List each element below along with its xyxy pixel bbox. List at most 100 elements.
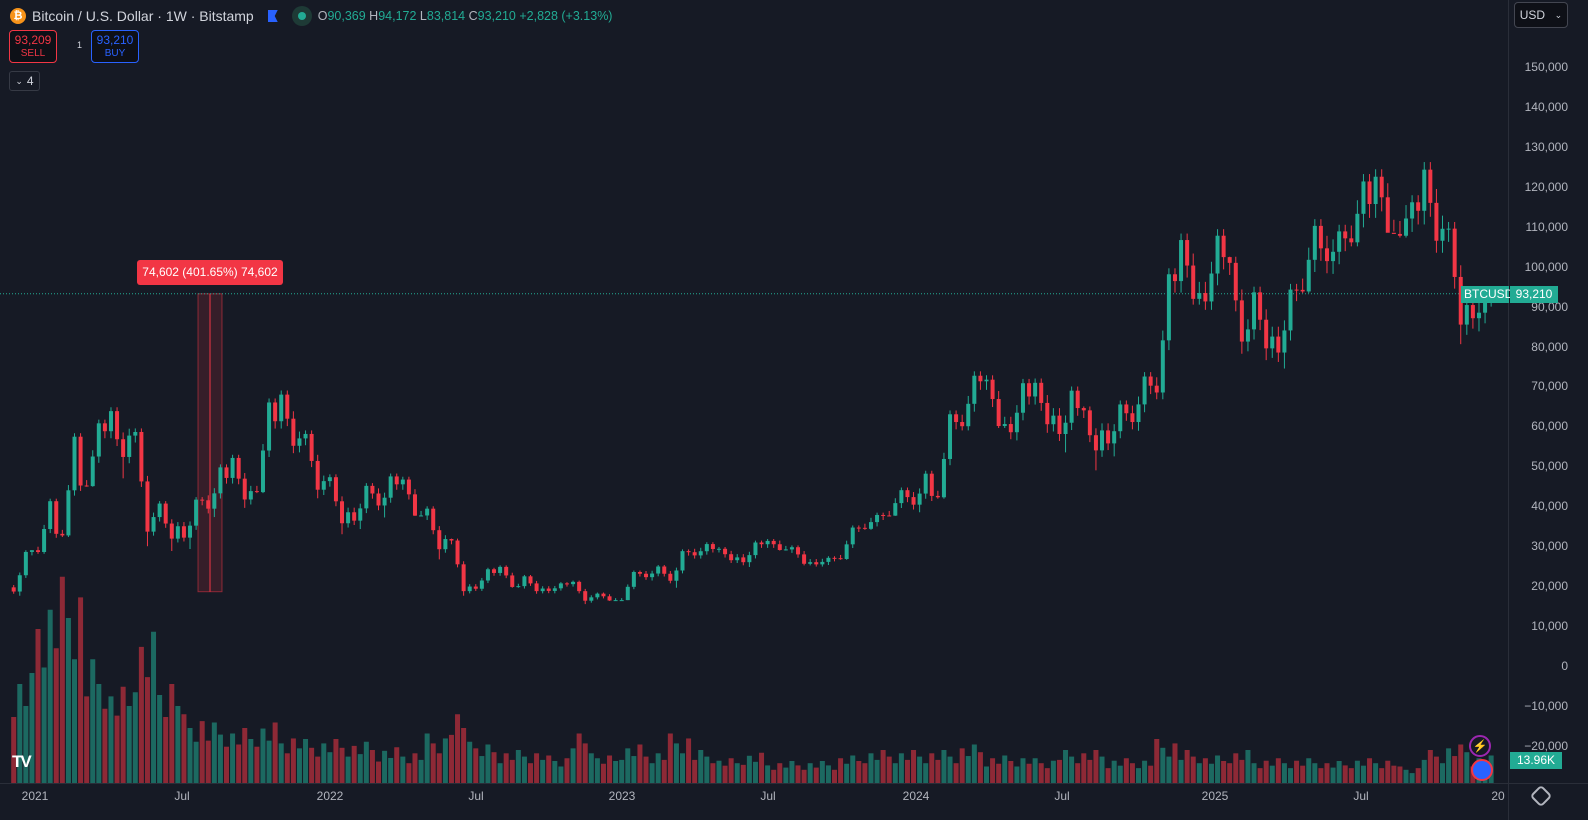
volume-bar: [290, 738, 296, 783]
candle-body: [1385, 197, 1390, 233]
volume-bar: [1348, 768, 1354, 783]
candle-body: [826, 557, 831, 562]
volume-bar: [1075, 763, 1081, 783]
volume-bar: [1002, 755, 1008, 783]
time-tick: Jul: [760, 789, 776, 803]
flag-icon[interactable]: [267, 10, 278, 22]
candle-body: [881, 514, 886, 516]
candle-body: [1118, 404, 1123, 432]
candle-body: [540, 588, 545, 592]
candle-body: [978, 375, 983, 382]
candle-body: [1033, 382, 1038, 397]
volume-bar: [1190, 756, 1196, 783]
candle-body: [783, 549, 788, 551]
candle-body: [443, 539, 448, 550]
volume-bar: [1409, 773, 1415, 783]
candle-body: [1130, 413, 1135, 423]
price-tick: 60,000: [1531, 419, 1568, 434]
price-tick: 0: [1561, 658, 1568, 673]
price-chart[interactable]: [0, 0, 1508, 783]
volume-bar: [96, 684, 102, 783]
volume-bar: [1038, 763, 1044, 783]
volume-bar: [126, 706, 132, 783]
indicators-toggle[interactable]: ⌄ 4: [9, 71, 40, 91]
candle-body: [893, 503, 898, 516]
volume-bar: [357, 754, 363, 783]
volume-bar: [181, 714, 187, 783]
candle-body: [364, 485, 369, 509]
candle-body: [1142, 376, 1147, 405]
us-flag-events-icon[interactable]: [1471, 759, 1493, 781]
price-tick: 40,000: [1531, 499, 1568, 514]
price-axis[interactable]: 150,000 140,000 130,000 120,000 110,000 100,0…: [1508, 0, 1588, 820]
candle-body: [601, 593, 606, 597]
volume-bar: [947, 756, 953, 783]
price-tick: 90,000: [1531, 299, 1568, 314]
volume-bar: [819, 761, 825, 783]
candle-body: [72, 436, 77, 491]
volume-bar: [1178, 759, 1184, 783]
candle-body: [844, 544, 849, 559]
candle-body: [747, 555, 752, 563]
volume-bar: [1020, 758, 1026, 783]
volume-bar: [102, 708, 108, 783]
candle-body: [868, 522, 873, 529]
candle-body: [741, 557, 746, 563]
candle-body: [212, 493, 217, 509]
lightning-icon[interactable]: ⚡: [1469, 735, 1491, 757]
candle-body: [169, 523, 174, 539]
candle-body: [698, 551, 703, 556]
tradingview-logo[interactable]: TV: [12, 752, 32, 771]
volume-bar: [424, 733, 430, 783]
volume-bar: [552, 761, 558, 783]
candle-body: [777, 544, 782, 551]
candle-body: [1185, 240, 1190, 266]
volume-bar: [1385, 760, 1391, 783]
price-tick: 150,000: [1524, 60, 1568, 74]
volume-bar: [193, 741, 199, 783]
volume-bar: [874, 759, 880, 783]
volume-bar: [485, 744, 491, 783]
volume-bar: [935, 759, 941, 783]
symbol-title[interactable]: Bitcoin / U.S. Dollar · 1W · Bitstamp: [32, 8, 254, 24]
volume-bar: [509, 759, 515, 783]
currency-select[interactable]: USD ⌄: [1514, 2, 1568, 28]
candle-body: [808, 562, 813, 564]
candle-body: [589, 597, 594, 601]
price-tick: 140,000: [1524, 99, 1568, 114]
candle-body: [425, 508, 430, 516]
candle-body: [1258, 292, 1263, 320]
volume-bar: [558, 766, 564, 783]
volume-bar: [217, 734, 223, 783]
candle-body: [236, 457, 241, 479]
volume-bar: [965, 756, 971, 783]
volume-bar: [448, 734, 454, 783]
candle-body: [467, 586, 472, 592]
candle-body: [108, 411, 113, 432]
volume-bar: [746, 755, 752, 783]
volume-bar: [564, 758, 570, 783]
volume-bar: [515, 750, 521, 783]
volume-bar: [607, 755, 613, 783]
candle-body: [522, 576, 527, 587]
sell-button[interactable]: 93,209 SELL: [9, 30, 57, 63]
market-status-icon[interactable]: [291, 6, 312, 26]
volume-bar: [838, 758, 844, 783]
candle-body: [1318, 225, 1323, 249]
candle-body: [431, 508, 436, 531]
volume-bar: [1093, 750, 1099, 783]
candle-body: [1148, 376, 1153, 386]
volume-bar: [795, 765, 801, 783]
candle-body: [382, 497, 387, 506]
volume-bar: [953, 763, 959, 783]
candle-body: [400, 479, 405, 485]
buy-button[interactable]: 93,210 BUY: [91, 30, 139, 63]
candle-body: [954, 414, 959, 423]
candle-body: [1294, 289, 1299, 291]
price-tick: −10,000: [1524, 698, 1568, 713]
volume-bar: [84, 696, 90, 783]
candle-body: [1470, 305, 1475, 319]
volume-bar: [72, 659, 77, 783]
volume-bar: [412, 753, 418, 783]
candle-body: [498, 566, 503, 573]
